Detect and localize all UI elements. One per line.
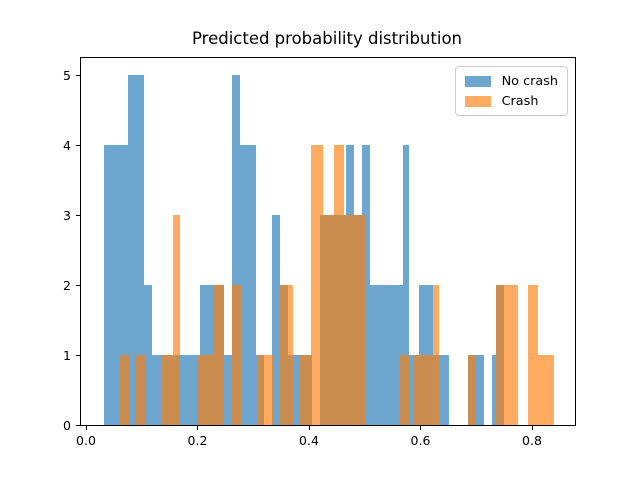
x-tick-label: 0.6 bbox=[410, 433, 431, 448]
histogram-bar bbox=[127, 75, 144, 425]
histogram-bar bbox=[135, 355, 147, 425]
histogram-bar bbox=[143, 285, 152, 425]
x-tick-mark bbox=[197, 426, 198, 430]
y-tick-label: 2 bbox=[63, 277, 71, 293]
plot-area: 0.0 0.2 0.4 0.6 0.8 0 1 2 3 4 5 No crash Crash bbox=[63, 57, 576, 448]
histogram-bar bbox=[257, 355, 273, 425]
chart-title: Predicted probability distribution bbox=[191, 29, 462, 48]
histogram-bar bbox=[402, 145, 410, 425]
histogram-bar bbox=[432, 285, 440, 425]
x-tick-label: 0.8 bbox=[522, 433, 542, 448]
histogram-bar bbox=[271, 215, 280, 425]
histogram-bar bbox=[162, 355, 173, 425]
histogram-bar bbox=[414, 355, 433, 425]
y-tick-label: 5 bbox=[63, 67, 71, 83]
legend-label-no-crash: No crash bbox=[501, 74, 558, 89]
y-tick-mark bbox=[76, 424, 80, 426]
legend: No crash Crash bbox=[454, 66, 568, 116]
histogram-bar bbox=[468, 355, 476, 425]
histogram-bar bbox=[231, 285, 241, 425]
histogram-bar bbox=[528, 285, 538, 425]
histogram-bar bbox=[214, 285, 225, 425]
histogram-bar bbox=[172, 215, 181, 425]
crash-swatch-icon bbox=[464, 96, 491, 107]
y-tick-mark bbox=[76, 74, 80, 76]
histogram-bar bbox=[537, 355, 555, 425]
histogram-bar bbox=[322, 215, 334, 425]
y-tick-mark bbox=[76, 284, 80, 286]
histogram-bar bbox=[399, 355, 409, 425]
y-tick-label: 0 bbox=[63, 417, 71, 433]
x-tick-mark bbox=[85, 426, 87, 430]
histogram-bar bbox=[223, 355, 232, 425]
legend-item-no-crash: No crash bbox=[464, 74, 558, 89]
y-tick-label: 1 bbox=[63, 347, 71, 363]
histogram-bar bbox=[361, 145, 371, 425]
histogram-bar bbox=[239, 145, 256, 425]
histogram-bar bbox=[300, 355, 311, 425]
x-tick-label: 0.2 bbox=[187, 433, 208, 448]
histogram-bar bbox=[279, 285, 293, 425]
histogram-bar bbox=[409, 355, 419, 425]
histogram-bar bbox=[198, 355, 215, 425]
histogram-bar bbox=[496, 285, 518, 425]
histogram-bar bbox=[311, 145, 323, 425]
x-tick-mark bbox=[308, 426, 310, 430]
histogram-bar bbox=[344, 215, 366, 425]
no-crash-swatch-icon bbox=[464, 76, 491, 87]
x-tick-label: 0.0 bbox=[76, 433, 96, 448]
legend-label-crash: Crash bbox=[501, 94, 539, 109]
x-tick-mark bbox=[531, 426, 533, 430]
y-tick-mark bbox=[76, 354, 80, 356]
y-tick-mark bbox=[76, 144, 80, 146]
y-tick-mark bbox=[76, 214, 80, 216]
histogram-bar bbox=[492, 355, 496, 425]
y-tick-label: 4 bbox=[63, 137, 71, 153]
histogram-bar bbox=[333, 145, 345, 425]
y-tick-label: 3 bbox=[63, 207, 71, 223]
histogram-bar bbox=[370, 285, 403, 425]
histogram-bar bbox=[119, 355, 130, 425]
legend-item-crash: Crash bbox=[464, 94, 558, 109]
x-tick-label: 0.4 bbox=[299, 433, 319, 448]
x-tick-mark bbox=[420, 426, 421, 430]
histogram-bar bbox=[231, 75, 240, 425]
